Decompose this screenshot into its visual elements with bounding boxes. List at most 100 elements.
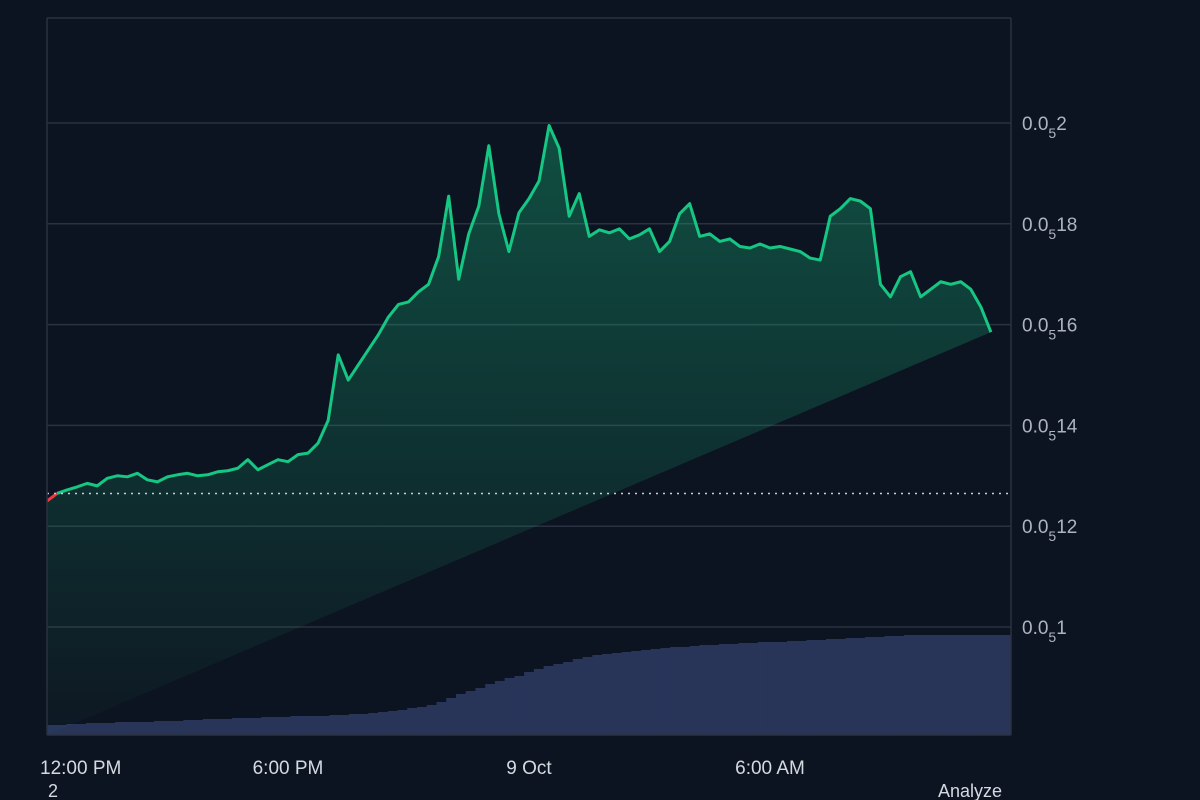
volume-bar — [154, 721, 165, 735]
x-tick-label: 9 Oct — [506, 758, 552, 779]
volume-bar — [455, 694, 467, 735]
volume-bar — [407, 708, 418, 735]
volume-bar — [348, 714, 359, 735]
y-tick-label: 0.051 — [1022, 618, 1067, 645]
volume-bar — [543, 666, 554, 735]
volume-bar — [514, 676, 525, 735]
volume-bar — [670, 647, 681, 735]
y-tick-label: 0.0518 — [1022, 215, 1077, 242]
x-tick-label: 6:00 AM — [735, 758, 805, 779]
volume-bar — [767, 642, 778, 735]
volume-bar — [76, 724, 87, 735]
volume-bar — [553, 664, 564, 735]
volume-bar — [485, 684, 496, 735]
volume-bar — [446, 698, 457, 735]
y-axis-labels: 0.052 0.0518 0.0516 0.0514 0.0512 0.051 — [1022, 114, 1078, 645]
volume-bar — [864, 637, 876, 735]
volume-bar — [222, 719, 233, 735]
volume-bar — [183, 720, 194, 735]
volume-bar — [699, 645, 710, 735]
volume-bar — [270, 717, 282, 735]
volume-bar — [660, 648, 671, 735]
volume-bar — [942, 635, 953, 735]
price-area-fill — [47, 125, 991, 735]
analyze-link[interactable]: Analyze — [938, 781, 1002, 800]
volume-bar — [738, 643, 749, 735]
volume-bar — [962, 635, 973, 735]
volume-bar — [95, 723, 106, 735]
plot-frame — [46, 17, 1012, 736]
volume-bar — [592, 655, 603, 735]
volume-bar — [300, 716, 311, 735]
volume-bar — [397, 710, 408, 735]
volume-bar — [261, 717, 272, 735]
volume-bar — [563, 662, 574, 735]
volume-bar — [884, 636, 895, 735]
volume-bar — [232, 718, 243, 735]
volume-bar — [748, 643, 759, 735]
volume-bar — [241, 718, 252, 735]
volume-bar — [1001, 635, 1011, 735]
volume-bar — [319, 716, 330, 735]
volume-bar — [339, 715, 350, 735]
price-line — [56, 124, 993, 495]
volume-bar — [124, 722, 136, 735]
volume-bar — [825, 639, 837, 735]
volume-bar — [436, 702, 447, 735]
volume-bar — [835, 639, 846, 735]
volume-bar — [650, 649, 661, 735]
y-tick-label: 0.0516 — [1022, 316, 1077, 343]
volume-bar — [533, 669, 545, 735]
volume-bar — [991, 635, 1002, 735]
volume-bar — [329, 715, 340, 735]
volume-bar — [631, 651, 642, 735]
volume-bar — [923, 635, 934, 735]
y-tick-label: 0.0514 — [1022, 416, 1078, 443]
volume-bar — [56, 725, 67, 735]
volume-bar — [777, 642, 788, 735]
volume-bar — [728, 644, 739, 735]
volume-bar — [679, 647, 691, 735]
price-line-down — [47, 492, 58, 503]
volume-bar — [66, 724, 77, 735]
x-axis-labels: 12:00 PM 6:00 PM 9 Oct 6:00 AM — [40, 758, 805, 779]
volume-bar — [718, 644, 730, 735]
volume-bar — [972, 635, 983, 735]
volume-bar — [894, 636, 905, 735]
volume-bar — [465, 691, 476, 735]
volume-bar — [933, 635, 944, 735]
volume-bar — [309, 716, 321, 735]
volume-bar — [251, 718, 262, 735]
volume-bar — [378, 712, 389, 735]
volume-bar — [212, 719, 223, 735]
volume-bar — [144, 722, 155, 735]
volume-bar — [85, 723, 97, 735]
volume-bar — [426, 705, 437, 735]
volume-bar — [163, 721, 174, 735]
volume-bar — [417, 707, 428, 735]
volume-bar — [173, 721, 184, 735]
volume-bar — [582, 657, 593, 735]
x-tick-label: 6:00 PM — [253, 758, 324, 779]
volume-bar — [134, 722, 145, 735]
volume-bar — [193, 720, 204, 735]
volume-bar — [621, 652, 632, 735]
volume-bar — [806, 640, 817, 735]
volume-bar — [874, 637, 885, 735]
volume-bar — [709, 645, 720, 735]
x-tick-label: 12:00 PM — [40, 758, 121, 779]
volume-bar — [387, 711, 398, 735]
volume-bar — [202, 719, 213, 735]
volume-bar — [981, 635, 992, 735]
volume-bar — [952, 635, 963, 735]
volume-bar — [787, 641, 798, 735]
volume-bars — [47, 635, 1011, 735]
volume-bar — [524, 672, 535, 735]
volume-bar — [290, 716, 301, 735]
volume-bar — [903, 635, 915, 735]
volume-bar — [494, 681, 506, 735]
volume-bar — [475, 688, 486, 735]
volume-bar — [368, 713, 379, 735]
y-tick-label: 0.0512 — [1022, 517, 1077, 544]
